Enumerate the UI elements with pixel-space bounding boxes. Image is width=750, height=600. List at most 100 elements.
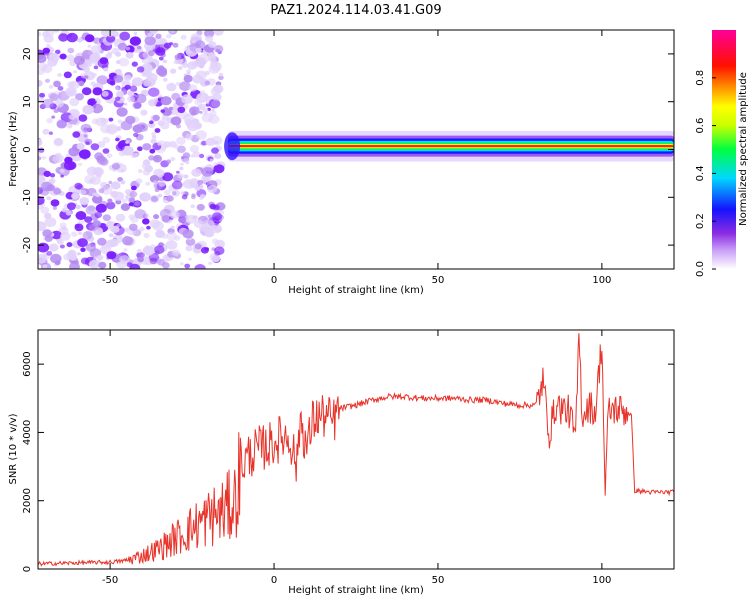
noise-speck [166, 231, 177, 241]
noise-speck [170, 156, 176, 162]
noise-speck [115, 137, 120, 142]
noise-speck [182, 152, 191, 159]
noise-speck [181, 194, 188, 200]
noise-speck [136, 251, 145, 259]
noise-speck [177, 173, 184, 179]
noise-speck [63, 160, 76, 171]
noise-speck [116, 107, 128, 117]
noise-speck [87, 44, 92, 48]
noise-speck [197, 54, 210, 64]
noise-speck [125, 115, 136, 125]
noise-speck [124, 74, 132, 81]
noise-speck [185, 237, 196, 246]
noise-speck [38, 62, 48, 71]
noise-speck [45, 78, 50, 83]
snr-series-line [38, 333, 674, 567]
noise-speck [42, 264, 48, 268]
noise-speck [188, 84, 198, 92]
y-tick-label: 2000 [22, 488, 33, 513]
noise-speck [46, 196, 52, 201]
noise-speck [79, 132, 89, 140]
noise-speck [181, 94, 193, 105]
noise-speck [152, 154, 162, 163]
noise-speck [73, 70, 78, 74]
noise-speck [137, 45, 142, 50]
noise-speck [54, 138, 63, 146]
noise-speck [145, 181, 151, 186]
noise-speck [147, 32, 153, 37]
noise-speck [139, 192, 151, 202]
noise-speck [68, 114, 76, 120]
signal-onset [224, 132, 241, 161]
noise-speck [195, 47, 202, 54]
noise-speck [95, 117, 106, 127]
x-tick-label: 100 [592, 575, 611, 586]
noise-speck [123, 227, 129, 232]
noise-speck [38, 54, 47, 64]
noise-speck [46, 251, 53, 256]
noise-speck [97, 229, 103, 234]
noise-speck [194, 264, 206, 269]
noise-speck [106, 77, 115, 85]
noise-speck [180, 162, 184, 166]
noise-speck [148, 99, 157, 107]
noise-speck [82, 231, 93, 240]
noise-speck [84, 75, 89, 79]
noise-speck [161, 233, 169, 239]
noise-speck [48, 85, 54, 89]
noise-speck [149, 120, 154, 125]
y-tick-label: 6000 [22, 351, 33, 376]
noise-speck [202, 219, 215, 230]
noise-speck [162, 77, 168, 82]
noise-speck [161, 215, 171, 223]
noise-speck [191, 60, 200, 68]
noise-speck [195, 70, 207, 80]
noise-speck [142, 246, 155, 256]
noise-speck [53, 108, 59, 114]
noise-speck [66, 32, 78, 43]
noise-speck [197, 179, 204, 185]
noise-speck [38, 32, 42, 37]
colorbar-tick-label: 0.0 [695, 261, 706, 277]
noise-speck [119, 255, 130, 264]
noise-speck [38, 138, 43, 145]
noise-speck [93, 255, 102, 263]
y-tick-label: -10 [22, 189, 33, 205]
noise-speck [58, 33, 69, 42]
noise-speck [61, 207, 68, 213]
noise-speck [215, 48, 220, 53]
noise-speck [49, 173, 56, 178]
noise-speck [160, 96, 172, 106]
noise-speck [151, 135, 157, 139]
noise-speck [135, 153, 140, 157]
noise-speck [163, 42, 172, 49]
x-tick-label: 0 [271, 575, 277, 586]
noise-speck [81, 87, 92, 96]
noise-speck [76, 252, 81, 256]
noise-speck [92, 87, 103, 96]
noise-speck [146, 73, 158, 83]
noise-speck [108, 233, 114, 238]
noise-speck [142, 159, 151, 166]
noise-speck [91, 103, 103, 114]
x-tick-label: 100 [592, 275, 611, 286]
noise-speck [46, 44, 51, 48]
noise-speck [50, 178, 55, 183]
snr-y-label: SNR (10 * v/v) [8, 413, 19, 484]
noise-speck [38, 196, 45, 205]
noise-speck [120, 180, 126, 185]
noise-speck [211, 108, 215, 112]
noise-speck [144, 165, 154, 173]
noise-speck [92, 192, 97, 196]
noise-speck [133, 132, 139, 138]
noise-speck [120, 203, 130, 211]
noise-speck [123, 248, 128, 252]
noise-speck [65, 210, 72, 216]
noise-speck [190, 204, 195, 209]
noise-speck [185, 245, 193, 252]
noise-speck [117, 119, 123, 124]
noise-speck [149, 219, 161, 229]
noise-speck [184, 263, 191, 269]
noise-speck [116, 60, 121, 64]
noise-speck [39, 92, 45, 98]
